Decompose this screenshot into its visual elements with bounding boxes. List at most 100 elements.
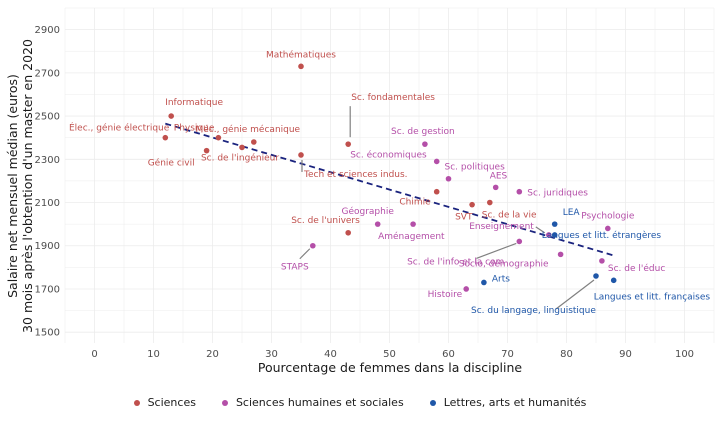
legend-item: Lettres, arts et humanités bbox=[429, 396, 587, 409]
y-tick-label: 1900 bbox=[35, 241, 60, 252]
y-tick-label: 2300 bbox=[35, 155, 60, 166]
data-point bbox=[433, 188, 440, 195]
x-tick-label: 30 bbox=[265, 349, 278, 360]
data-points bbox=[162, 63, 617, 292]
data-point bbox=[481, 279, 487, 286]
data-point bbox=[345, 141, 352, 147]
point-label: SVT bbox=[455, 213, 473, 223]
point-label: STAPS bbox=[281, 263, 309, 273]
data-point bbox=[492, 184, 499, 191]
point-labels: Mathématiques Informatique Élec., génie él… bbox=[69, 49, 710, 316]
data-point bbox=[593, 273, 599, 279]
data-point bbox=[433, 158, 440, 165]
data-point bbox=[410, 221, 416, 227]
data-point bbox=[445, 175, 452, 182]
data-point bbox=[251, 139, 257, 145]
point-label: Physique bbox=[174, 124, 215, 134]
x-tick-label: 50 bbox=[383, 349, 396, 360]
point-label: Sc. de l'info et la com bbox=[407, 257, 504, 267]
data-point bbox=[422, 141, 428, 147]
point-label: Aménagement bbox=[378, 231, 445, 242]
point-label: Histoire bbox=[428, 290, 463, 300]
data-point bbox=[546, 232, 552, 238]
legend-item: Sciences bbox=[133, 396, 196, 409]
data-point bbox=[599, 258, 605, 264]
point-label: Sc. de gestion bbox=[391, 127, 455, 137]
point-label: Enseignement bbox=[469, 222, 534, 232]
point-label: Socio, démographie bbox=[459, 258, 549, 269]
y-tick-label: 2500 bbox=[35, 112, 60, 123]
point-label: Sc. de l'ingénieur bbox=[201, 152, 279, 163]
legend-label: Sciences bbox=[147, 396, 196, 409]
point-label: Tech et sciences indus. bbox=[303, 170, 408, 180]
data-point bbox=[215, 134, 222, 141]
trend-line bbox=[165, 122, 614, 257]
legend: Sciences Sciences humaines et sociales Let… bbox=[0, 396, 720, 409]
x-tick-label: 70 bbox=[501, 349, 514, 360]
data-point bbox=[374, 221, 381, 227]
point-label: Méc., génie mécanique bbox=[195, 124, 300, 135]
y-tick-label: 2700 bbox=[35, 68, 60, 79]
data-point bbox=[162, 134, 169, 141]
data-point bbox=[487, 199, 493, 206]
data-point bbox=[463, 286, 470, 292]
data-point bbox=[605, 225, 611, 232]
y-axis-title-line-1: Salaire net mensuel médian (euros) bbox=[5, 74, 20, 298]
data-point bbox=[557, 251, 564, 258]
point-label: Génie civil bbox=[148, 158, 195, 169]
x-tick-label: 40 bbox=[324, 349, 337, 360]
leader-line bbox=[299, 248, 311, 260]
legend-label: Lettres, arts et humanités bbox=[443, 396, 587, 409]
x-tick-label: 60 bbox=[442, 349, 455, 360]
point-label: Sc. du langage, linguistique bbox=[471, 306, 596, 316]
point-label: Psychologie bbox=[581, 211, 635, 221]
x-tick-label: 20 bbox=[206, 349, 219, 360]
point-label: LEA bbox=[563, 208, 581, 218]
point-label: Sc. de l'éduc bbox=[608, 263, 665, 274]
tick-labels: 0 10 20 30 40 50 60 70 80 90 100 1500 1700 1900 2100 23… bbox=[35, 25, 695, 360]
data-point bbox=[516, 238, 523, 245]
y-tick-label: 1700 bbox=[35, 284, 60, 295]
x-tick-label: 10 bbox=[147, 349, 160, 360]
point-label: Chimie bbox=[399, 198, 431, 208]
x-tick-label: 80 bbox=[560, 349, 573, 360]
leader-line bbox=[535, 226, 546, 234]
leader-line bbox=[476, 242, 517, 259]
trend-line-group bbox=[165, 122, 614, 257]
y-axis-title-line-2: 30 mois après l'obtention d'un master en… bbox=[20, 39, 35, 333]
point-label: Arts bbox=[492, 274, 510, 284]
legend-label: Sciences humaines et sociales bbox=[235, 396, 404, 409]
legend-dot bbox=[133, 399, 140, 406]
point-label: Informatique bbox=[165, 98, 223, 108]
leader-lines bbox=[299, 106, 595, 310]
point-label: Élec., génie électrique bbox=[69, 122, 170, 134]
y-tick-label: 2900 bbox=[35, 25, 60, 36]
data-point bbox=[516, 188, 523, 195]
data-point bbox=[551, 221, 558, 227]
leader-line bbox=[555, 279, 595, 310]
data-point bbox=[469, 201, 475, 208]
data-point bbox=[203, 147, 210, 154]
x-tick-label: 90 bbox=[619, 349, 632, 360]
x-axis-title: Pourcentage de femmes dans la discipline bbox=[258, 360, 523, 375]
point-label: Mathématiques bbox=[266, 49, 336, 60]
data-point bbox=[298, 152, 304, 158]
y-tick-label: 2100 bbox=[35, 198, 60, 209]
point-label: Langues et litt. étrangères bbox=[542, 230, 662, 241]
point-label: Géographie bbox=[341, 206, 394, 217]
point-label: Sc. économiques bbox=[350, 149, 427, 160]
data-point bbox=[168, 113, 174, 119]
data-point bbox=[298, 63, 304, 70]
data-point bbox=[551, 232, 558, 238]
point-label: Langues et litt. françaises bbox=[594, 292, 711, 302]
grid bbox=[64, 7, 715, 343]
point-label: Sc. de l'univers bbox=[291, 216, 360, 226]
x-tick-label: 100 bbox=[675, 349, 694, 360]
x-tick-label: 0 bbox=[91, 349, 97, 360]
data-point bbox=[610, 277, 617, 284]
point-label: Sc. juridiques bbox=[527, 189, 588, 199]
y-tick-label: 1500 bbox=[35, 328, 60, 339]
legend-dot bbox=[221, 399, 228, 406]
point-label: AES bbox=[490, 171, 508, 181]
data-point bbox=[239, 144, 245, 151]
